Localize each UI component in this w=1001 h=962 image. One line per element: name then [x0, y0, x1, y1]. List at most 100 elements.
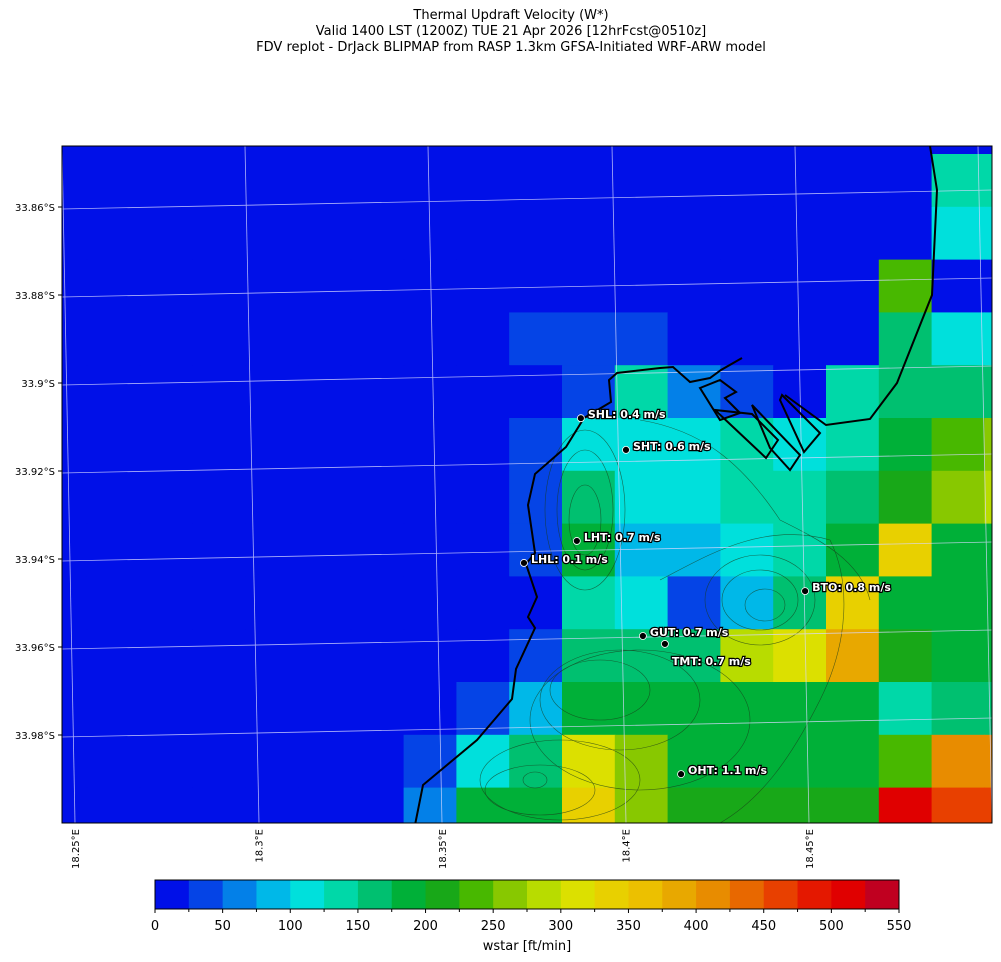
heatmap-cell — [456, 206, 510, 261]
heatmap-cell — [667, 470, 721, 525]
heatmap-cell — [298, 470, 352, 525]
heatmap-cell — [826, 576, 880, 630]
colorbar-swatch — [797, 880, 832, 909]
heatmap-cell — [403, 470, 457, 525]
heatmap-cell — [86, 206, 141, 261]
colorbar-swatch — [459, 880, 494, 909]
colorbar-swatch — [425, 880, 460, 909]
heatmap-cell — [562, 312, 616, 366]
heatmap-cell — [62, 470, 88, 525]
heatmap-cell — [245, 259, 299, 313]
heatmap-cell — [245, 629, 299, 683]
heatmap-cell — [509, 418, 563, 472]
heatmap-cell — [245, 206, 299, 261]
heatmap-cell — [192, 734, 246, 789]
heatmap-cell — [931, 259, 985, 313]
heatmap-cell — [614, 312, 669, 366]
heatmap-cell — [826, 418, 880, 472]
map-frame — [61, 145, 993, 824]
heatmap-cell — [62, 259, 88, 313]
heatmap-cell — [86, 154, 141, 208]
heatmap-cell — [350, 365, 405, 419]
heatmap-cell — [984, 470, 992, 525]
heatmap-cell — [509, 146, 563, 155]
heatmap-cell — [139, 418, 193, 472]
heatmap-cell — [86, 523, 141, 577]
station-label: BTO: 0.8 m/s — [812, 581, 891, 594]
heatmap-cell — [562, 154, 616, 208]
heatmap-cell — [403, 523, 457, 577]
colorbar-swatch — [357, 880, 393, 909]
heatmap-cell — [720, 154, 774, 208]
heatmap-cell — [773, 312, 827, 366]
heatmap-cell — [826, 787, 880, 823]
heatmap-cell — [245, 146, 299, 155]
heatmap-cell — [931, 312, 985, 366]
heatmap-cell — [509, 259, 563, 313]
colorbar-tick-label: 300 — [548, 919, 573, 934]
colorbar-label: wstar [ft/min] — [483, 939, 571, 954]
colorbar-swatch — [831, 880, 866, 909]
heatmap-cell — [614, 146, 669, 155]
heatmap-cell — [298, 154, 352, 208]
heatmap-cell — [62, 523, 88, 577]
heatmap-cell — [403, 418, 457, 472]
station-label: OHT: 1.1 m/s — [688, 764, 767, 777]
heatmap-cell — [878, 206, 933, 261]
heatmap-cell — [667, 312, 721, 366]
heatmap-cell — [826, 629, 880, 683]
heatmap-cell — [562, 734, 616, 789]
station-dot — [801, 587, 809, 596]
heatmap-cell — [509, 154, 563, 208]
heatmap-cell — [931, 682, 985, 736]
heatmap-cell — [931, 146, 985, 155]
title-line-1: Thermal Updraft Velocity (W*) — [413, 8, 609, 23]
heatmap-cell — [350, 470, 405, 525]
heatmap-cell — [86, 470, 141, 525]
heatmap-cell — [192, 365, 246, 419]
lon-tick-label: 18.35°E — [438, 829, 449, 869]
heatmap-cell — [720, 470, 774, 525]
heatmap-cell — [139, 629, 193, 683]
heatmap-cell — [984, 629, 992, 683]
chart-title: Thermal Updraft Velocity (W*) Valid 1400… — [0, 8, 1001, 56]
heatmap-cell — [667, 259, 721, 313]
colorbar-swatch — [324, 880, 359, 909]
heatmap-cell — [86, 576, 141, 630]
heatmap-cell — [62, 154, 88, 208]
heatmap-cell — [509, 629, 563, 683]
heatmap-cell — [562, 470, 616, 525]
colorbar-swatch — [594, 880, 629, 909]
heatmap-cell — [350, 787, 405, 823]
colorbar-swatch — [391, 880, 427, 909]
lon-tick-label: 18.4°E — [622, 829, 633, 863]
colorbar-tick-label: 500 — [819, 919, 844, 934]
colorbar-tick-label: 350 — [616, 919, 641, 934]
heatmap-cell — [931, 787, 985, 823]
heatmap-cell — [139, 154, 193, 208]
heatmap-cell — [456, 312, 510, 366]
station-label: SHL: 0.4 m/s — [588, 408, 666, 421]
heatmap-cell — [878, 734, 933, 789]
heatmap-cell — [667, 734, 721, 789]
heatmap-cell — [984, 682, 992, 736]
heatmap-cell — [984, 154, 992, 208]
lon-tick-label: 18.25°E — [71, 829, 82, 869]
heatmap-cell — [826, 312, 880, 366]
heatmap-cell — [298, 787, 352, 823]
heatmap-cell — [62, 682, 88, 736]
heatmap-cell — [350, 576, 405, 630]
heatmap-cell — [878, 259, 933, 313]
heatmap-cell — [86, 146, 141, 155]
heatmap-cell — [826, 206, 880, 261]
colorbar-swatch — [155, 880, 190, 909]
heatmap-cell — [984, 365, 992, 419]
heatmap-cell — [298, 523, 352, 577]
heatmap-cell — [509, 787, 563, 823]
colorbar-tick-label: 50 — [214, 919, 231, 934]
heatmap-cell — [139, 734, 193, 789]
heatmap-cell — [878, 523, 933, 577]
heatmap-cell — [298, 259, 352, 313]
heatmap-cell — [878, 154, 933, 208]
